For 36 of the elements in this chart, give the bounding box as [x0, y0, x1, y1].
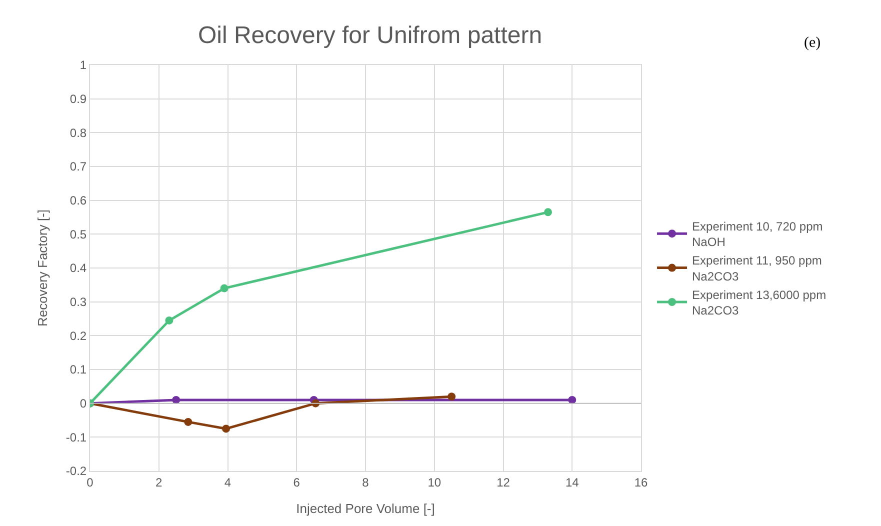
y-axis-title: Recovery Factory [-]	[34, 209, 50, 327]
text: (e)	[804, 35, 821, 51]
legend-label: Experiment 13,6000 ppm Na2CO3	[692, 288, 826, 318]
point	[165, 316, 174, 324]
y-tick-label: 0.4	[70, 261, 87, 276]
y-tick-label: 0.3	[70, 295, 87, 310]
y-tick-label: 0.2	[70, 328, 87, 343]
x-tick-label: 14	[565, 475, 580, 490]
x-tick-label: 6	[293, 475, 300, 490]
y-tick-label: 0	[80, 396, 87, 411]
x-tick-label: 4	[224, 475, 232, 490]
y-tick-label: -0.1	[66, 430, 87, 444]
y-tick-label: 0.6	[70, 194, 87, 208]
point	[172, 396, 180, 404]
y-tick-label: 0.9	[70, 92, 87, 106]
x-tick-label: 2	[156, 475, 163, 490]
y-tick-label: 0.5	[70, 227, 87, 242]
x-axis-title: Injected Pore Volume [-]	[296, 501, 435, 516]
legend-label: Experiment 11, 950 ppm Na2CO3	[692, 254, 822, 284]
y-tick-label: 0.7	[70, 160, 87, 174]
y-tick-label: 0.8	[70, 126, 87, 140]
point	[544, 208, 552, 216]
y-tick-label: 1	[80, 58, 87, 72]
x-tick-label: 10	[428, 475, 442, 490]
point	[184, 418, 192, 426]
point	[568, 396, 576, 404]
x-tick-label: 8	[362, 475, 370, 490]
y-tick-label: -0.2	[66, 464, 87, 478]
point	[222, 424, 230, 433]
y-tick-label: 0.1	[70, 362, 87, 377]
x-tick-label: 12	[496, 475, 510, 490]
chart-title: Oil Recovery for Unifrom pattern	[198, 22, 542, 50]
point	[220, 284, 228, 292]
point	[448, 392, 456, 401]
x-tick-label: 16	[634, 475, 648, 490]
legend-label: Experiment 10, 720 ppm NaOH	[692, 219, 823, 250]
